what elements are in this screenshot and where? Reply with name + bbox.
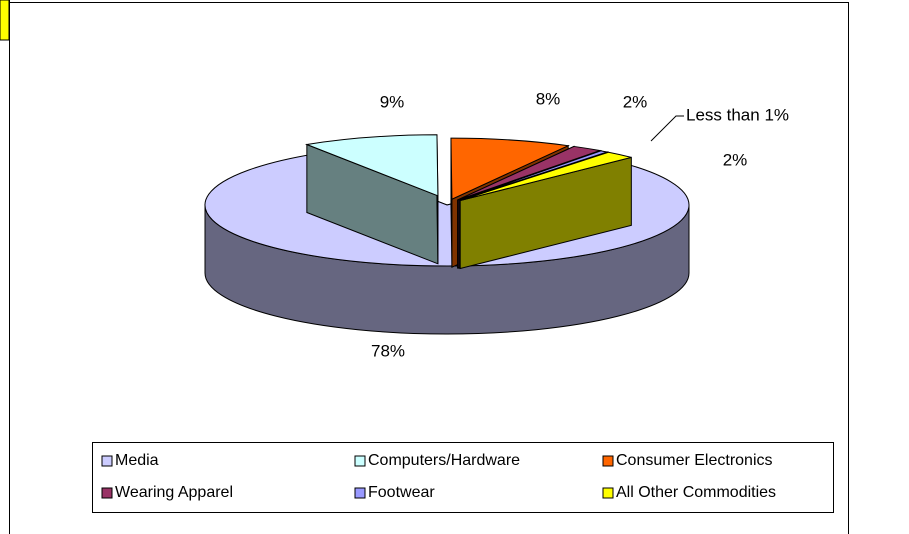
data-label: 2% <box>723 150 748 169</box>
legend-swatch <box>354 487 366 499</box>
slice <box>304 134 439 265</box>
data-label: 9% <box>380 92 405 111</box>
slice-top <box>458 150 610 201</box>
legend-swatch <box>354 455 366 467</box>
data-label: Less than 1% <box>686 105 789 124</box>
legend-label: Footwear <box>368 484 435 501</box>
slice-top <box>450 137 570 200</box>
legend-swatch <box>602 455 614 467</box>
leader-line <box>650 115 684 142</box>
data-label: 78% <box>371 341 405 360</box>
legend-swatch <box>101 455 113 467</box>
data-label: 2% <box>623 92 648 111</box>
legend-label: Computers/Hardware <box>368 452 520 469</box>
slice-top <box>304 134 439 197</box>
legend-swatch <box>602 487 614 499</box>
legend-swatch <box>101 487 113 499</box>
legend-label: Media <box>115 452 159 469</box>
selection-marker <box>0 0 10 41</box>
pie <box>204 134 690 335</box>
legend-box <box>92 442 834 513</box>
slice-top <box>457 145 602 201</box>
slice-top <box>460 151 632 201</box>
legend-label: All Other Commodities <box>616 484 776 501</box>
legend-label: Consumer Electronics <box>616 452 773 469</box>
slice <box>459 151 632 270</box>
legend-label: Wearing Apparel <box>115 484 233 501</box>
data-label: 8% <box>536 89 561 108</box>
